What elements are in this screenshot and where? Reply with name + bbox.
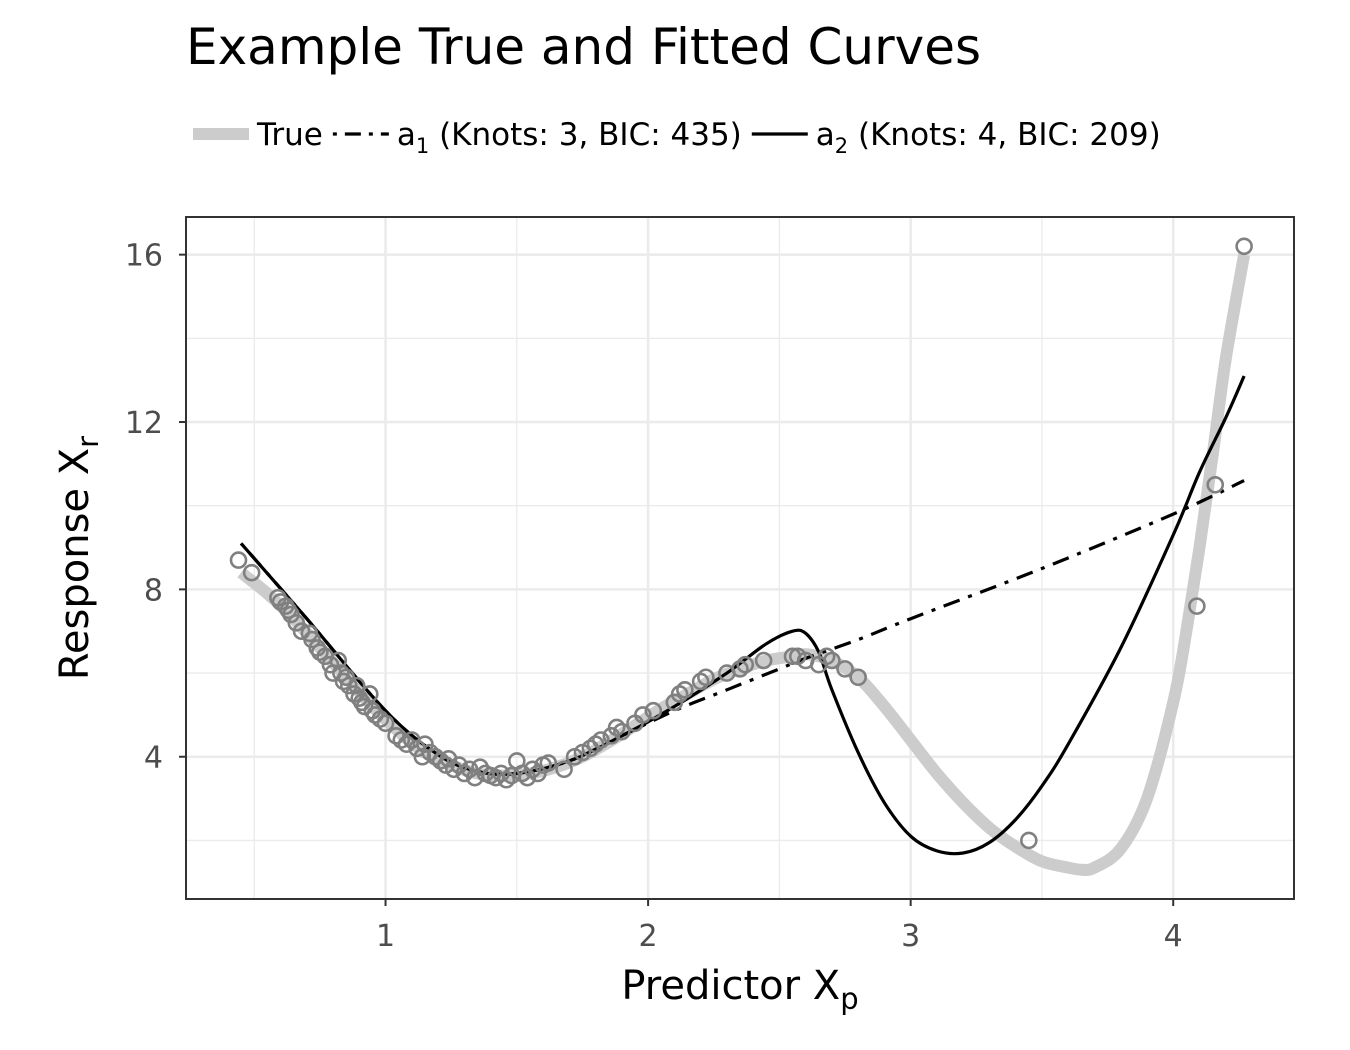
- data-point: [347, 676, 366, 695]
- data-point: [670, 685, 689, 703]
- legend-label-true: True: [256, 117, 323, 153]
- data-point: [229, 551, 248, 569]
- data-point: [539, 754, 558, 772]
- data-point: [581, 739, 600, 758]
- data-point: [426, 747, 445, 766]
- y-axis-title-main: Response X: [52, 448, 98, 680]
- legend-label-main: True: [256, 117, 323, 153]
- data-point: [292, 622, 311, 641]
- data-point: [736, 655, 755, 674]
- data-point: [376, 714, 395, 733]
- y-tick-label: 12: [125, 406, 163, 441]
- data-point: [455, 764, 474, 783]
- data-point: [421, 743, 439, 762]
- x-axis-title-main: Predictor X: [621, 963, 840, 1009]
- data-points: [229, 237, 1253, 850]
- data-point: [366, 706, 384, 724]
- legend-label-main: a: [816, 117, 835, 153]
- legend-label-rest: (Knots: 3, BIC: 435): [429, 117, 742, 153]
- data-point: [360, 685, 379, 703]
- legend-label-sub: 1: [416, 134, 429, 158]
- data-point: [1020, 831, 1038, 850]
- y-axis-title-sub: r: [71, 436, 105, 448]
- legend: True a1 (Knots: 3, BIC: 435) a2 (Knots: 4,…: [193, 117, 1161, 158]
- data-point: [586, 735, 605, 753]
- data-point: [555, 760, 573, 779]
- data-point: [242, 563, 261, 582]
- y-tick-label: 8: [144, 573, 163, 608]
- data-point: [607, 718, 626, 737]
- data-point: [676, 680, 694, 699]
- x-tick-label: 1: [376, 919, 395, 954]
- data-point: [329, 651, 348, 670]
- legend-label-a2: a2 (Knots: 4, BIC: 209): [816, 117, 1161, 158]
- y-axis-title: Response Xr: [52, 436, 105, 680]
- legend-label-sub: 2: [835, 134, 848, 158]
- data-point: [836, 660, 854, 678]
- y-tick-label: 16: [125, 239, 163, 274]
- plot-area: [185, 216, 1295, 900]
- data-point: [1188, 597, 1206, 615]
- data-point: [823, 651, 841, 670]
- plot-border: [185, 216, 1295, 900]
- data-point: [311, 643, 329, 661]
- data-point: [1235, 237, 1253, 256]
- legend-label-rest: (Knots: 4, BIC: 209): [848, 117, 1161, 153]
- x-tick-label: 4: [1164, 919, 1183, 954]
- data-point: [754, 651, 773, 670]
- legend-label-a1: a1 (Knots: 3, BIC: 435): [397, 117, 742, 158]
- y-tick-label: 4: [144, 741, 163, 776]
- data-point: [731, 660, 749, 678]
- x-axis-title: Predictor Xp: [621, 963, 858, 1016]
- data-point: [387, 727, 405, 745]
- data-point: [592, 731, 610, 749]
- data-point: [634, 706, 652, 724]
- data-point: [397, 735, 416, 753]
- data-point: [691, 672, 710, 691]
- legend-label-main: a: [397, 117, 416, 153]
- data-point: [613, 722, 631, 741]
- data-point: [332, 664, 350, 682]
- major-gridlines: [186, 217, 1294, 899]
- data-point: [697, 668, 715, 687]
- data-point: [392, 731, 411, 749]
- x-tick-label: 3: [901, 919, 920, 954]
- data-point: [431, 752, 450, 770]
- x-tick-label: 2: [639, 919, 658, 954]
- data-point: [1206, 475, 1225, 494]
- data-point: [644, 701, 663, 720]
- data-point: [817, 647, 836, 666]
- plot-background: [186, 217, 1294, 899]
- chart-title: Example True and Fitted Curves: [186, 18, 981, 76]
- data-point: [849, 668, 867, 687]
- data-point: [523, 760, 542, 779]
- data-point: [497, 770, 516, 789]
- data-point: [337, 668, 355, 687]
- x-axis-title-sub: p: [840, 982, 858, 1016]
- data-point: [371, 710, 390, 728]
- data-point: [300, 624, 319, 643]
